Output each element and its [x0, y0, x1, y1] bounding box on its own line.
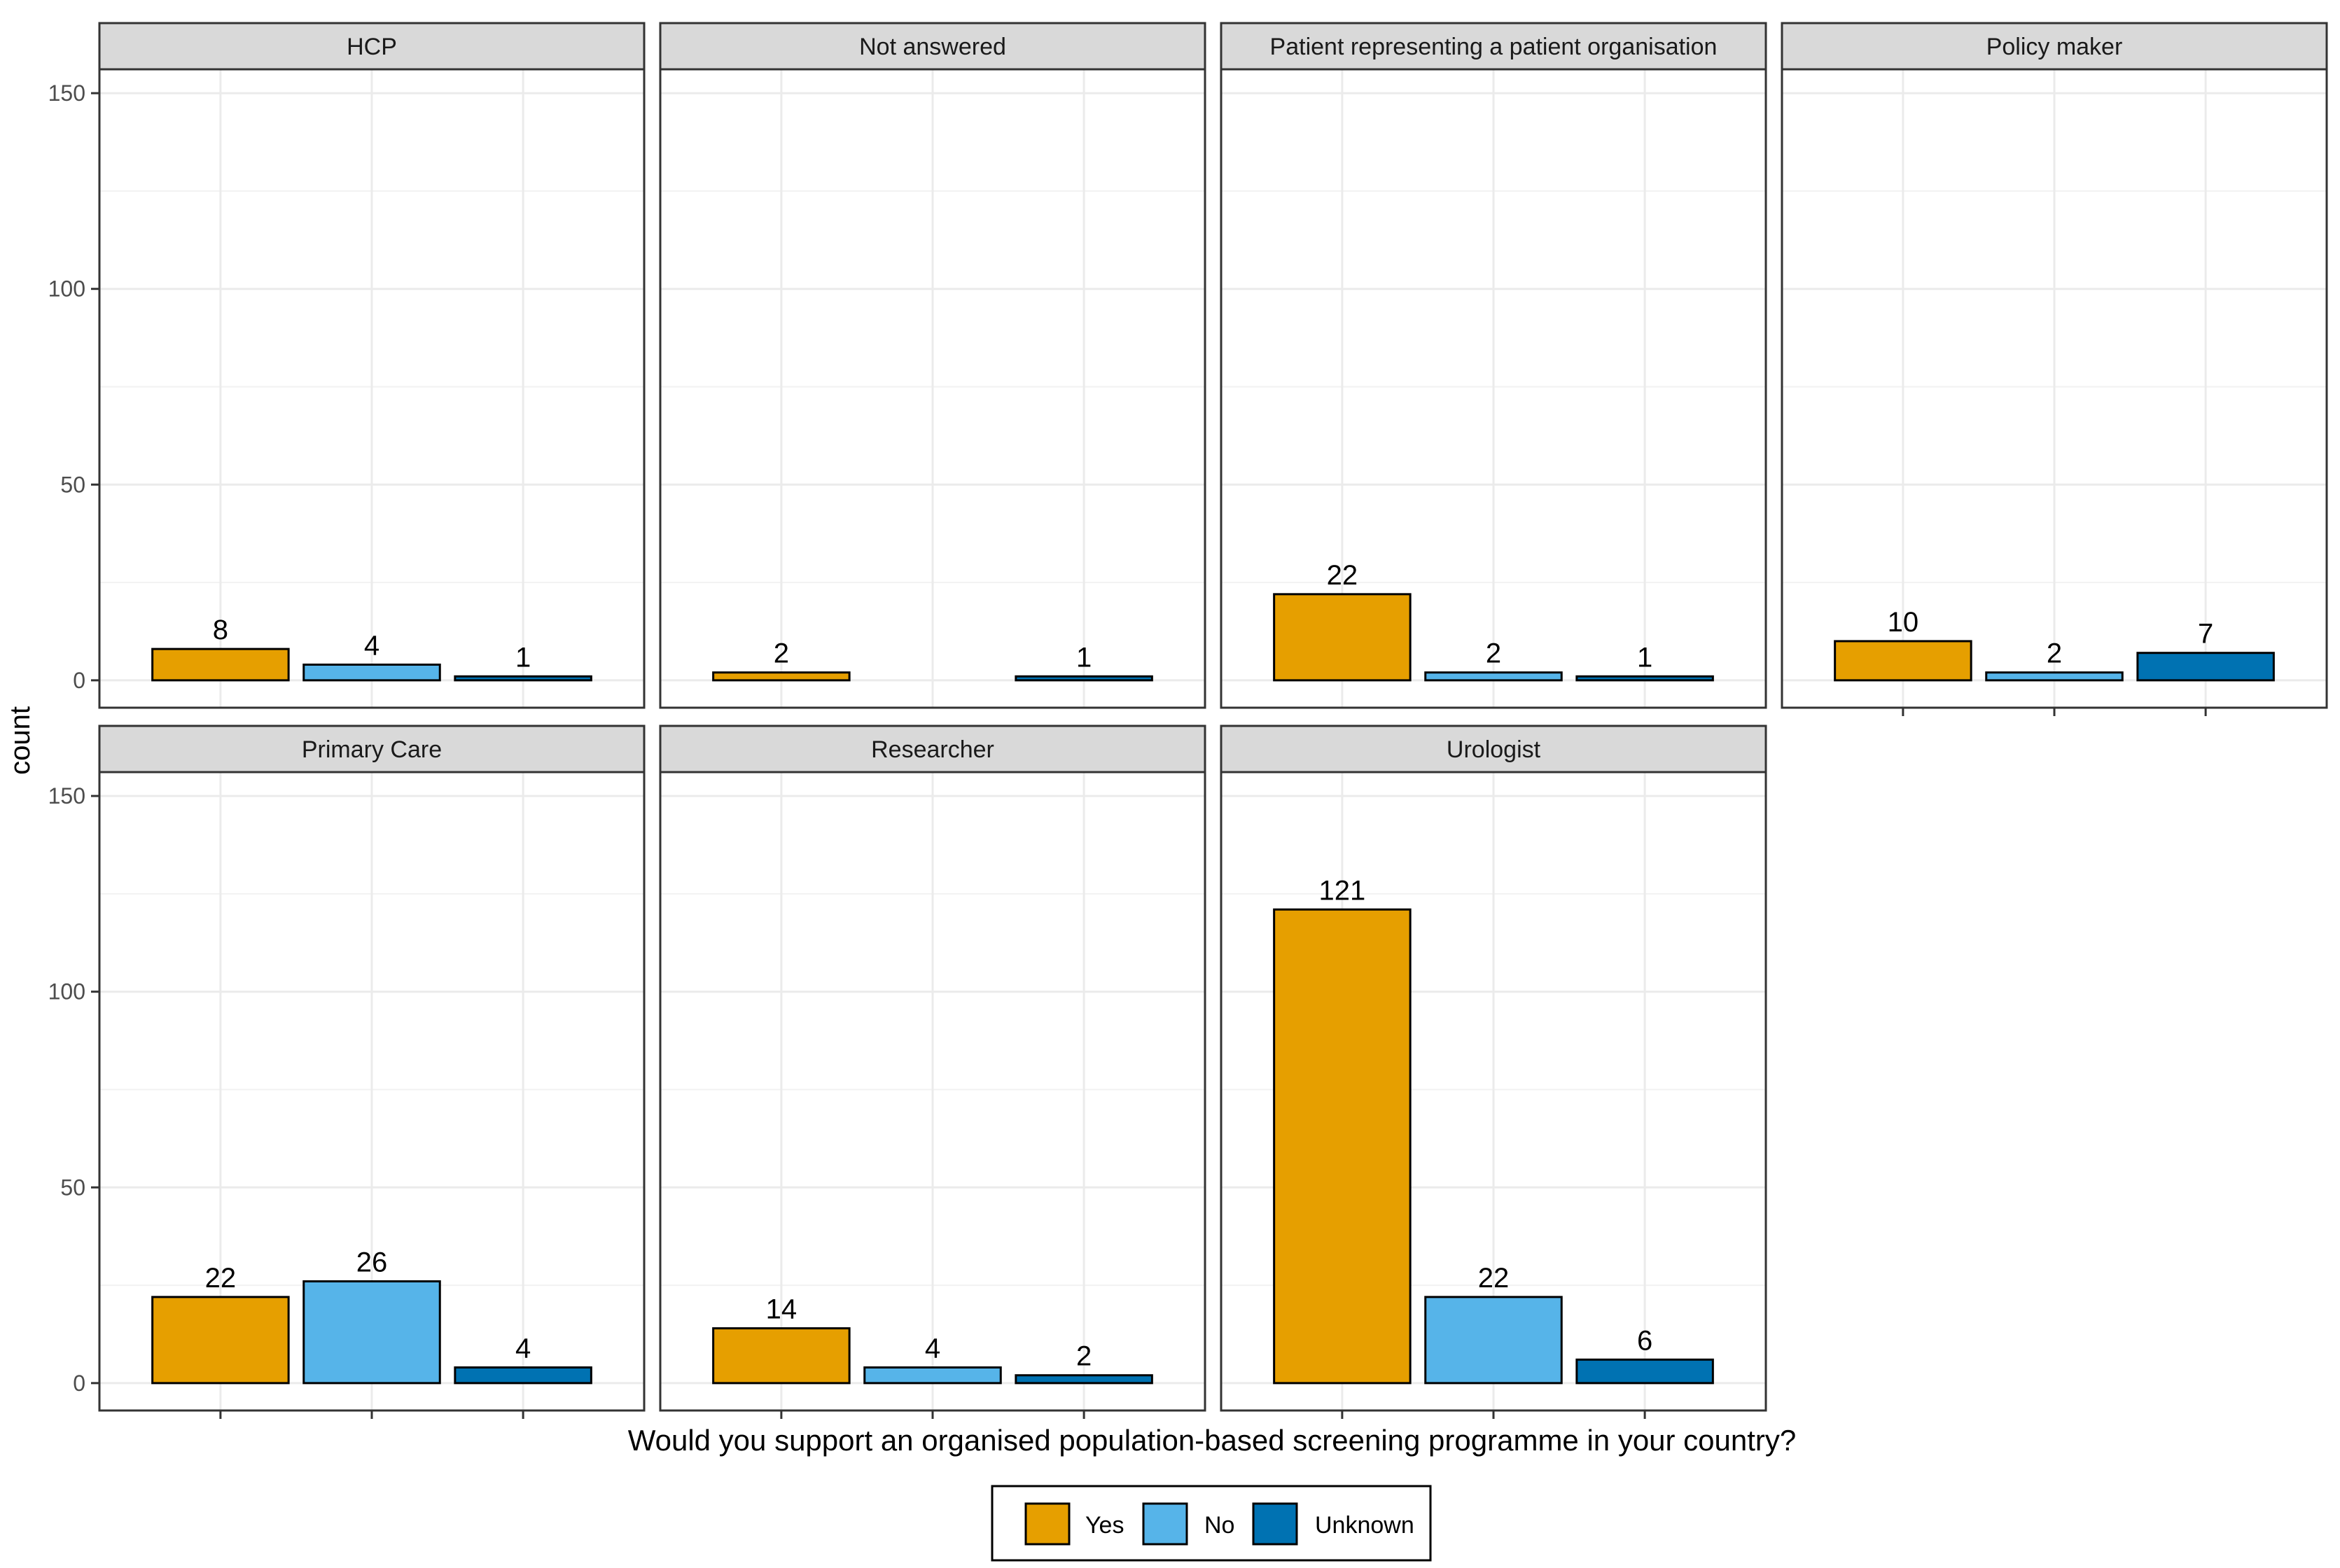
facet-strip-label: Not answered — [859, 34, 1006, 60]
facet-strip-label: Primary Care — [302, 736, 442, 763]
data-label: 1 — [1637, 642, 1652, 673]
legend-label: No — [1204, 1512, 1234, 1539]
facet-strip — [1220, 724, 1767, 774]
data-label: 7 — [2198, 619, 2213, 650]
y-tick-label: 50 — [60, 1175, 85, 1200]
bar-unknown — [1575, 675, 1714, 682]
bar-unknown — [454, 1366, 592, 1385]
legend-label: Unknown — [1315, 1512, 1414, 1539]
data-label: 4 — [515, 1333, 531, 1364]
facet-panel: 2 1 Not answered — [659, 22, 1206, 709]
bar-yes — [151, 648, 290, 682]
y-tick-label: 0 — [73, 1371, 85, 1396]
bar-yes — [712, 671, 851, 682]
facet-strip — [659, 22, 1206, 71]
y-tick-label: 100 — [48, 979, 85, 1004]
x-axis-title: Would you support an organised populatio… — [628, 1424, 1797, 1457]
data-label: 26 — [356, 1247, 388, 1278]
bar-unknown — [1575, 1358, 1714, 1385]
data-label: 2 — [2047, 638, 2062, 669]
bar-unknown — [454, 675, 592, 682]
data-label: 2 — [774, 638, 789, 669]
data-label: 22 — [205, 1263, 237, 1294]
y-tick-label: 0 — [73, 668, 85, 693]
data-label: 4 — [364, 630, 379, 661]
bar-yes — [1273, 908, 1412, 1385]
data-label: 14 — [766, 1294, 798, 1325]
legend-key-no — [1142, 1502, 1188, 1546]
data-label: 2 — [1076, 1341, 1092, 1372]
legend-key-yes — [1024, 1502, 1071, 1546]
bar-no — [302, 663, 441, 682]
facet-strip-label: Urologist — [1447, 736, 1541, 763]
facet-strip — [98, 22, 646, 71]
bar-yes — [1273, 593, 1412, 682]
facet-panel: 121 22 6 Urologist — [1220, 724, 1767, 1419]
facet-strip — [1781, 22, 2328, 71]
bar-unknown — [2136, 652, 2275, 682]
facet-strip-label: Patient representing a patient organisat… — [1270, 34, 1718, 60]
bar-no — [863, 1366, 1002, 1385]
bar-yes — [1834, 640, 1972, 682]
data-label: 6 — [1637, 1325, 1652, 1356]
facet-strip — [659, 724, 1206, 774]
facet-strip-label: Policy maker — [1986, 34, 2123, 60]
y-tick-label: 100 — [48, 276, 85, 302]
data-label: 4 — [925, 1333, 940, 1364]
data-label: 22 — [1327, 560, 1358, 591]
legend-key-unknown — [1252, 1502, 1298, 1546]
facet-panel: 22 26 4 Primary Care 0 50 100 150 — [48, 724, 646, 1419]
y-tick-label: 50 — [60, 472, 85, 497]
bar-no — [1424, 671, 1563, 682]
y-tick-label: 150 — [48, 783, 85, 808]
bar-unknown — [1015, 1374, 1153, 1385]
facet-panel: 8 4 1 HCP 0 50 100 150 — [48, 22, 646, 709]
bar-yes — [712, 1327, 851, 1385]
data-label: 121 — [1319, 875, 1366, 906]
facet-strip-label: Researcher — [871, 736, 994, 763]
data-label: 10 — [1888, 607, 1919, 638]
bar-no — [1985, 671, 2124, 682]
y-tick-label: 150 — [48, 80, 85, 106]
data-label: 22 — [1478, 1263, 1510, 1294]
facet-panel: 10 2 7 Policy maker — [1781, 22, 2328, 716]
bar-no — [302, 1280, 441, 1385]
facet-panel: 14 4 2 Researcher — [659, 724, 1206, 1419]
bar-yes — [151, 1296, 290, 1385]
y-axis-title: count — [5, 706, 36, 775]
data-label: 8 — [213, 615, 228, 645]
bar-unknown — [1015, 675, 1153, 682]
facet-strip — [98, 724, 646, 774]
facet-strip-label: HCP — [347, 34, 397, 60]
data-label: 1 — [1076, 642, 1092, 673]
facet-strip — [1220, 22, 1767, 71]
legend-label: Yes — [1085, 1512, 1124, 1539]
data-label: 2 — [1486, 638, 1501, 669]
bar-no — [1424, 1296, 1563, 1385]
data-label: 1 — [515, 642, 531, 673]
legend: Yes No Unknown — [991, 1485, 1432, 1562]
